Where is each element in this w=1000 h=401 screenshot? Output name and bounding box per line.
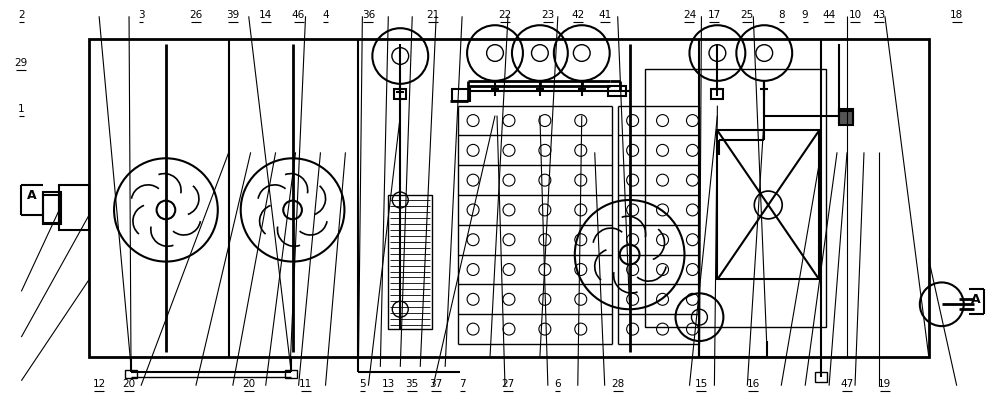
Text: 28: 28 xyxy=(611,379,624,389)
Bar xyxy=(717,130,819,279)
Text: 15: 15 xyxy=(695,379,708,389)
Bar xyxy=(839,111,853,125)
Bar xyxy=(285,370,297,378)
Text: 25: 25 xyxy=(741,10,754,20)
Bar xyxy=(388,195,432,329)
Text: 17: 17 xyxy=(708,10,721,20)
Bar xyxy=(125,370,137,378)
Text: 16: 16 xyxy=(747,379,760,389)
Text: 1: 1 xyxy=(18,104,25,114)
Text: 35: 35 xyxy=(406,379,419,389)
Text: 2: 2 xyxy=(18,10,25,20)
Text: 7: 7 xyxy=(459,379,465,389)
Text: 42: 42 xyxy=(571,10,584,20)
Text: 9: 9 xyxy=(802,10,808,20)
Text: 47: 47 xyxy=(840,379,854,389)
Text: 39: 39 xyxy=(226,10,239,20)
Text: 3: 3 xyxy=(138,10,144,20)
Text: 4: 4 xyxy=(322,10,329,20)
Text: 20: 20 xyxy=(122,379,136,389)
Bar xyxy=(89,39,929,357)
Bar xyxy=(815,372,827,382)
Text: 46: 46 xyxy=(292,10,305,20)
Bar xyxy=(43,192,61,224)
Text: 6: 6 xyxy=(555,379,561,389)
Text: A: A xyxy=(971,293,980,306)
Bar xyxy=(711,89,723,99)
Text: 20: 20 xyxy=(242,379,255,389)
Text: 11: 11 xyxy=(299,379,312,389)
Text: 27: 27 xyxy=(501,379,515,389)
Text: 14: 14 xyxy=(259,10,272,20)
Text: 24: 24 xyxy=(683,10,696,20)
Text: 43: 43 xyxy=(872,10,886,20)
Text: 12: 12 xyxy=(92,379,106,389)
Text: A: A xyxy=(26,188,36,202)
Text: 23: 23 xyxy=(541,10,554,20)
Text: 5: 5 xyxy=(359,379,366,389)
Text: 36: 36 xyxy=(362,10,375,20)
Text: 41: 41 xyxy=(598,10,611,20)
Text: 26: 26 xyxy=(189,10,202,20)
Text: 29: 29 xyxy=(15,58,28,68)
Text: 37: 37 xyxy=(430,379,443,389)
Text: 22: 22 xyxy=(498,10,512,20)
Text: 19: 19 xyxy=(878,379,892,389)
Text: 13: 13 xyxy=(382,379,395,389)
Text: 18: 18 xyxy=(950,10,963,20)
Bar xyxy=(43,195,59,223)
Bar xyxy=(59,185,89,230)
Bar xyxy=(394,89,406,99)
Text: 21: 21 xyxy=(427,10,440,20)
Bar xyxy=(645,69,826,327)
Text: 44: 44 xyxy=(822,10,836,20)
Bar xyxy=(452,89,470,101)
Text: 8: 8 xyxy=(778,10,785,20)
Bar xyxy=(608,86,626,96)
Text: 10: 10 xyxy=(848,10,862,20)
Bar xyxy=(839,109,853,123)
